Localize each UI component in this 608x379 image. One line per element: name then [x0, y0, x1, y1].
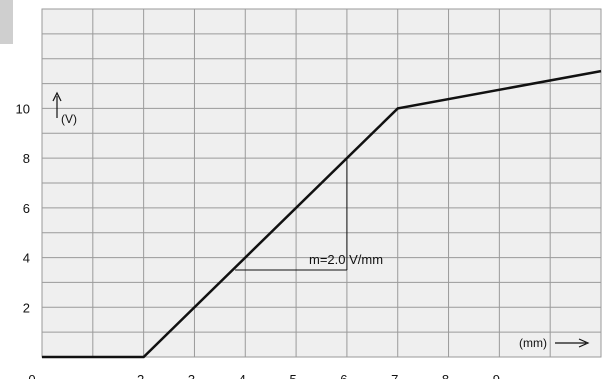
x-tick-label: 0: [28, 372, 35, 379]
corner-tab: [0, 0, 13, 44]
y-tick-label: 8: [23, 151, 30, 166]
y-tick-label: 4: [23, 251, 30, 266]
slope-triangle: [235, 158, 348, 271]
x-tick-label: 9: [493, 372, 500, 379]
series-line: [42, 69, 602, 359]
plot-border: [41, 8, 602, 358]
y-tick-label: 6: [23, 201, 30, 216]
x-tick-label: 3: [188, 372, 195, 379]
y-tick-label: 10: [16, 101, 30, 116]
right-arrow-icon: [578, 338, 590, 348]
y-axis-label-group: (V): [52, 91, 77, 126]
x-tick-label: 7: [391, 372, 398, 379]
slope-annotation-label: m=2.0 V/mm: [309, 252, 383, 267]
x-tick-label: 2: [137, 372, 144, 379]
y-tick-labels: 2 4 6 8 10: [16, 101, 30, 315]
grid-lines: [41, 8, 602, 358]
x-tick-label: 6: [340, 372, 347, 379]
y-axis-label: (V): [61, 112, 77, 126]
x-tick-label: 4: [239, 372, 246, 379]
x-axis-label-group: (mm): [519, 336, 590, 350]
series-lines: [42, 69, 602, 359]
x-tick-label: 5: [289, 372, 296, 379]
y-tick-label: 2: [23, 300, 30, 315]
x-axis-label: (mm): [519, 336, 547, 350]
x-tick-labels: 0 2 3 4 5 6 7 8 9: [28, 372, 500, 379]
x-tick-label: 8: [442, 372, 449, 379]
up-arrow-icon: [52, 91, 62, 102]
